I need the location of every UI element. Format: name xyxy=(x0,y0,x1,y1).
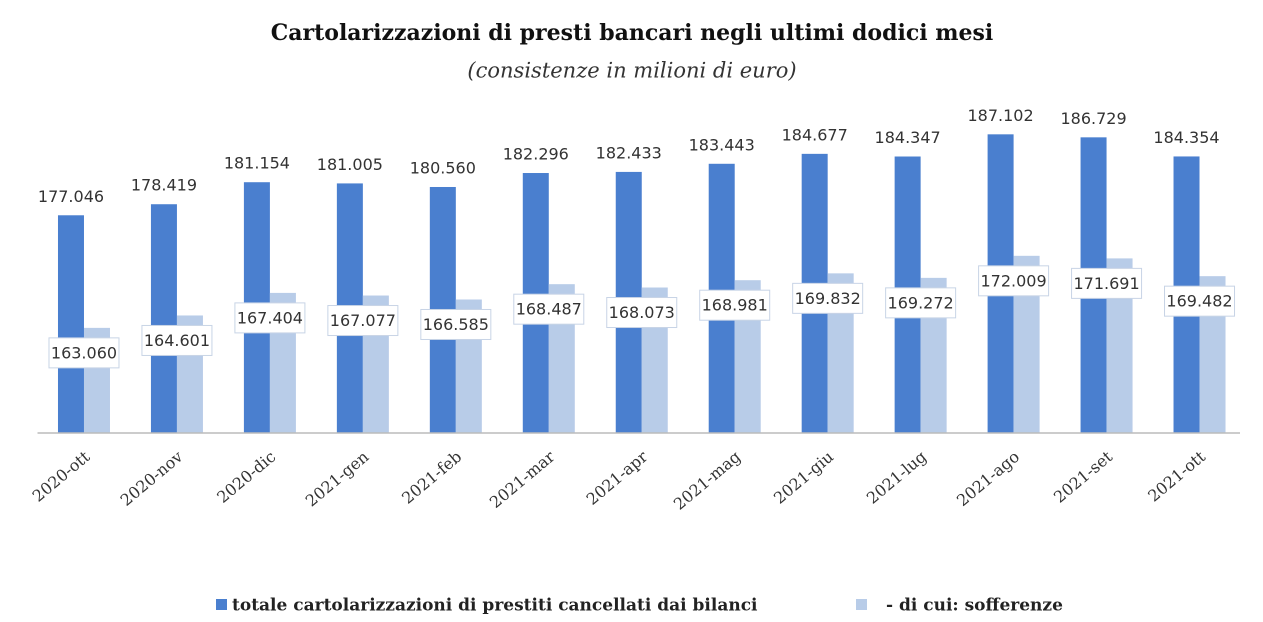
value-label-box xyxy=(513,293,585,325)
x-tick-label: 2021-mag xyxy=(670,447,744,514)
value-label-box xyxy=(234,302,306,334)
x-tick-label: 2021-ago xyxy=(953,447,1023,510)
value-label-box xyxy=(792,282,864,314)
value-label: 171.691 xyxy=(1073,274,1139,293)
x-tick-label: 2021-mar xyxy=(486,447,559,512)
value-label: 168.981 xyxy=(702,296,768,315)
value-label-box xyxy=(420,308,492,340)
value-label: 187.102 xyxy=(968,106,1034,125)
x-tick-label: 2021-feb xyxy=(398,447,465,508)
value-label-box xyxy=(48,337,120,369)
value-label: 169.272 xyxy=(888,293,954,312)
value-label: 182.433 xyxy=(596,143,662,162)
value-label: 167.077 xyxy=(330,311,396,330)
value-label: 177.046 xyxy=(38,187,104,206)
x-tick-label: 2020-ott xyxy=(29,447,94,506)
value-label-box xyxy=(1071,267,1143,299)
x-tick-label: 2021-set xyxy=(1050,447,1116,507)
value-label: 163.060 xyxy=(51,343,117,362)
value-label: 181.154 xyxy=(224,154,290,173)
x-tick-label: 2021-gen xyxy=(302,447,373,510)
value-label-box xyxy=(327,305,399,337)
value-label: 184.347 xyxy=(875,128,941,147)
chart-title: Cartolarizzazioni di presti bancari negl… xyxy=(271,20,994,46)
value-label-box xyxy=(699,289,771,321)
bar xyxy=(57,215,84,433)
legend-swatch xyxy=(216,599,227,610)
value-label-box xyxy=(1164,285,1236,317)
bar xyxy=(150,204,177,433)
x-tick-label: 2020-nov xyxy=(117,447,187,510)
value-label: 169.482 xyxy=(1166,292,1232,311)
legend-label: - di cui: sofferenze xyxy=(886,596,1063,616)
legend-swatch xyxy=(856,599,867,610)
value-label: 184.677 xyxy=(782,125,848,144)
value-label: 166.585 xyxy=(423,315,489,334)
value-label: 184.354 xyxy=(1153,128,1219,147)
value-label: 164.601 xyxy=(144,331,210,350)
value-label: 167.404 xyxy=(237,308,303,327)
legend-label: totale cartolarizzazioni di prestiti can… xyxy=(232,596,758,616)
x-tick-label: 2021-lug xyxy=(863,447,930,508)
value-label: 186.729 xyxy=(1060,109,1126,128)
x-tick-label: 2021-giu xyxy=(770,447,837,508)
value-label: 183.443 xyxy=(689,135,755,154)
value-label: 181.005 xyxy=(317,155,383,174)
value-label: 182.296 xyxy=(503,145,569,164)
value-label: 172.009 xyxy=(981,271,1047,290)
legend: totale cartolarizzazioni di prestiti can… xyxy=(216,596,1063,616)
value-label-box xyxy=(141,324,213,356)
x-tick-label: 2021-apr xyxy=(583,447,652,509)
x-tick-label: 2021-ott xyxy=(1144,447,1209,506)
value-label: 168.073 xyxy=(609,303,675,322)
value-label: 180.560 xyxy=(410,158,476,177)
value-label: 178.419 xyxy=(131,176,197,195)
value-label-box xyxy=(606,297,678,329)
value-label-box xyxy=(978,265,1050,297)
value-label-box xyxy=(885,287,957,319)
value-label: 169.832 xyxy=(795,289,861,308)
value-label: 168.487 xyxy=(516,300,582,319)
chart-subtitle: (consistenze in milioni di euro) xyxy=(467,59,796,83)
x-tick-label: 2020-dic xyxy=(213,447,279,507)
